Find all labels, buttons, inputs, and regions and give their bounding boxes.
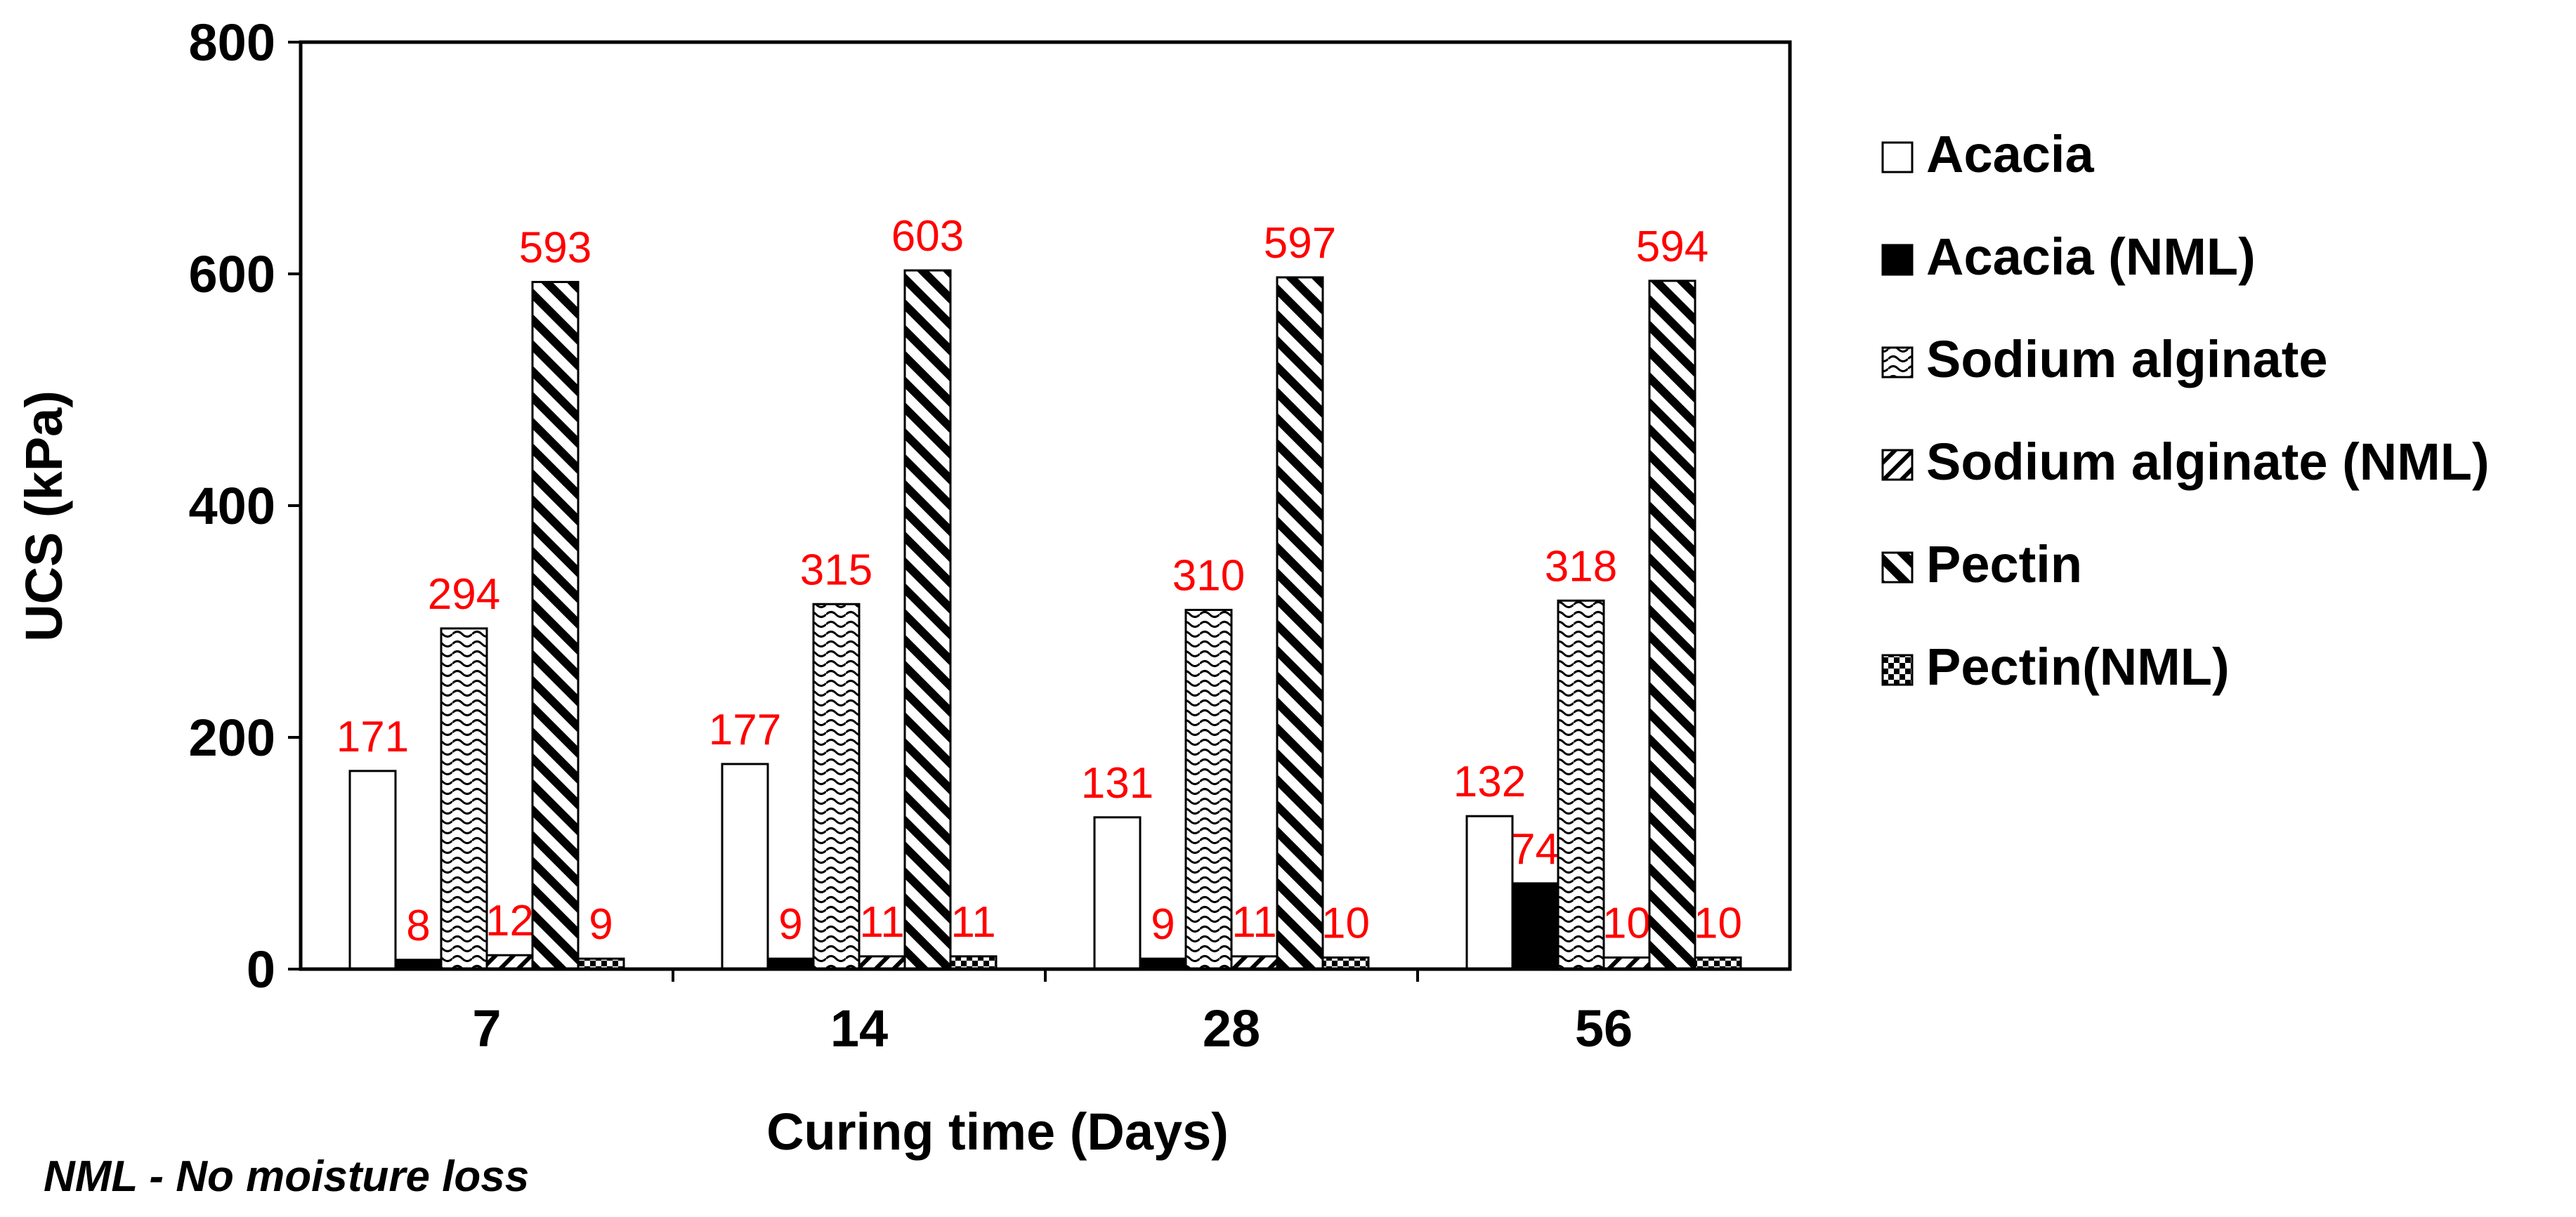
x-tick-label: 14	[830, 999, 888, 1058]
legend-swatch	[1881, 449, 1914, 481]
data-label: 177	[709, 706, 781, 754]
data-label: 594	[1636, 223, 1708, 271]
legend-swatch	[1881, 654, 1914, 686]
y-axis-title: UCS (kPa)	[15, 390, 73, 642]
data-label: 10	[1321, 900, 1370, 948]
y-tick-label: 800	[189, 13, 275, 72]
data-label: 171	[336, 713, 409, 761]
data-label: 132	[1453, 758, 1526, 806]
bar	[1557, 599, 1605, 971]
bar	[858, 955, 906, 971]
data-label: 74	[1511, 825, 1560, 874]
bar	[531, 281, 580, 971]
legend-entry: Sodium alginate	[1926, 330, 2328, 388]
data-label: 11	[950, 898, 995, 947]
data-label: 10	[1602, 900, 1651, 948]
legend-entry: Pectin(NML)	[1926, 638, 2230, 696]
data-label: 9	[778, 900, 802, 949]
bar	[812, 603, 861, 971]
legend-swatch	[1881, 244, 1914, 276]
y-tick-label: 200	[189, 709, 275, 767]
plot-frame	[299, 40, 1792, 971]
data-label: 310	[1172, 552, 1245, 600]
data-label: 10	[1694, 900, 1742, 948]
data-label: 9	[1151, 900, 1175, 949]
bar	[1184, 609, 1233, 971]
data-label: 131	[1081, 759, 1153, 808]
legend-swatch	[1881, 141, 1914, 173]
data-label: 8	[406, 902, 430, 950]
legend-swatch	[1881, 551, 1914, 584]
data-label: 11	[1231, 898, 1276, 947]
bar	[1230, 955, 1279, 971]
data-label: 12	[485, 897, 534, 945]
plot-area: 0 200 400 600 800 171 8 294 12 593 9 7 177 9 315 11 603 1…	[189, 13, 1792, 1058]
legend-entry: Sodium alginate (NML)	[1926, 433, 2490, 491]
legend-swatch	[1881, 346, 1914, 379]
data-label: 318	[1545, 542, 1617, 591]
bar	[949, 955, 998, 971]
y-tick-label: 600	[189, 245, 275, 303]
x-axis-title: Curing time (Days)	[766, 1103, 1229, 1161]
legend-entry: Acacia	[1926, 125, 2094, 183]
data-label: 9	[589, 900, 613, 949]
data-label: 315	[800, 546, 872, 594]
bar	[440, 627, 488, 971]
data-label: 294	[428, 570, 500, 619]
data-label: 603	[891, 212, 964, 261]
x-tick-label: 56	[1575, 999, 1633, 1058]
bar	[485, 954, 534, 971]
y-tick-label: 0	[247, 940, 275, 999]
x-tick-label: 28	[1203, 999, 1260, 1058]
footnote: NML - No moisture loss	[44, 1152, 530, 1201]
bar	[348, 770, 397, 971]
bar	[1276, 276, 1324, 971]
data-label: 11	[859, 898, 904, 947]
bar	[1465, 815, 1514, 971]
bar	[1648, 279, 1696, 971]
bar	[1511, 882, 1560, 971]
x-tick-label: 7	[472, 999, 501, 1058]
data-label: 593	[519, 224, 591, 272]
y-tick-label: 400	[189, 477, 275, 535]
data-label: 597	[1264, 219, 1336, 268]
bar	[721, 763, 769, 971]
legend-entry: Pectin	[1926, 535, 2082, 593]
bar	[1093, 816, 1142, 971]
legend: Acacia Acacia (NML) Sodium alginate Sodium …	[1881, 125, 2490, 696]
bar	[903, 269, 952, 971]
legend-entry: Acacia (NML)	[1926, 228, 2256, 286]
